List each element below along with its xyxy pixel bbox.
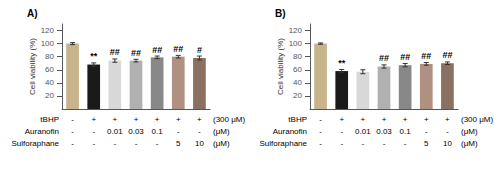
svg-text:-: -: [114, 139, 117, 148]
svg-text:-: -: [92, 127, 95, 136]
svg-text:Cell viability (%): Cell viability (%): [28, 38, 37, 95]
svg-text:+: +: [361, 115, 366, 124]
svg-text:##: ##: [173, 44, 183, 54]
svg-text:(μM): (μM): [213, 127, 230, 136]
svg-text:**: **: [338, 58, 346, 68]
svg-text:##: ##: [421, 51, 431, 61]
svg-text:##: ##: [152, 45, 162, 55]
svg-text:+: +: [197, 115, 202, 124]
svg-text:+: +: [113, 115, 118, 124]
svg-text:(μM): (μM): [461, 127, 478, 136]
svg-text:##: ##: [442, 50, 452, 60]
svg-text:40: 40: [45, 78, 54, 87]
svg-text:5: 5: [176, 139, 181, 148]
svg-text:+: +: [339, 115, 344, 124]
svg-text:-: -: [71, 115, 74, 124]
svg-text:Cell viability (%): Cell viability (%): [276, 38, 285, 95]
svg-text:-: -: [425, 127, 428, 136]
svg-text:+: +: [403, 115, 408, 124]
svg-text:(μM): (μM): [461, 139, 478, 148]
svg-text:60: 60: [45, 65, 54, 74]
svg-text:B): B): [275, 8, 286, 19]
svg-text:##: ##: [379, 53, 389, 63]
svg-text:-: -: [446, 127, 449, 136]
svg-text:-: -: [404, 139, 407, 148]
svg-text:##: ##: [400, 52, 410, 62]
svg-text:120: 120: [41, 26, 55, 35]
svg-text:-: -: [383, 139, 386, 148]
svg-text:A): A): [27, 8, 38, 19]
svg-text:Sulforaphane: Sulforaphane: [11, 139, 59, 148]
svg-text:0.1: 0.1: [400, 127, 412, 136]
svg-text:+: +: [134, 115, 139, 124]
svg-text:-: -: [92, 139, 95, 148]
svg-text:100: 100: [289, 39, 303, 48]
svg-text:100: 100: [41, 39, 55, 48]
svg-text:tBHP: tBHP: [288, 115, 307, 124]
svg-text:80: 80: [293, 52, 302, 61]
svg-text:120: 120: [289, 26, 303, 35]
svg-text:-: -: [319, 127, 322, 136]
svg-text:(μM): (μM): [213, 139, 230, 148]
svg-text:**: **: [90, 51, 98, 61]
svg-text:(300 μM): (300 μM): [461, 115, 494, 124]
svg-text:+: +: [445, 115, 450, 124]
svg-text:Sulforaphane: Sulforaphane: [259, 139, 307, 148]
svg-text:20: 20: [293, 91, 302, 100]
svg-text:-: -: [156, 139, 159, 148]
svg-text:0.03: 0.03: [376, 127, 392, 136]
svg-text:0.1: 0.1: [152, 127, 164, 136]
svg-text:##: ##: [131, 48, 141, 58]
svg-text:#: #: [197, 45, 202, 55]
svg-text:+: +: [91, 115, 96, 124]
svg-text:10: 10: [195, 139, 204, 148]
svg-text:40: 40: [293, 78, 302, 87]
svg-text:10: 10: [443, 139, 452, 148]
svg-text:-: -: [319, 139, 322, 148]
svg-text:-: -: [71, 139, 74, 148]
svg-text:##: ##: [110, 47, 120, 57]
svg-text:Auranofin: Auranofin: [25, 127, 59, 136]
svg-text:tBHP: tBHP: [40, 115, 59, 124]
svg-text:-: -: [340, 127, 343, 136]
svg-text:+: +: [155, 115, 160, 124]
svg-text:80: 80: [45, 52, 54, 61]
svg-text:-: -: [319, 115, 322, 124]
svg-text:5: 5: [424, 139, 429, 148]
svg-text:-: -: [177, 127, 180, 136]
svg-text:+: +: [424, 115, 429, 124]
svg-text:0.03: 0.03: [128, 127, 144, 136]
svg-text:+: +: [176, 115, 181, 124]
svg-text:+: +: [382, 115, 387, 124]
svg-text:-: -: [71, 127, 74, 136]
svg-text:-: -: [135, 139, 138, 148]
svg-text:60: 60: [293, 65, 302, 74]
svg-text:Auranofin: Auranofin: [273, 127, 307, 136]
svg-text:20: 20: [45, 91, 54, 100]
svg-text:-: -: [340, 139, 343, 148]
svg-text:0.01: 0.01: [355, 127, 371, 136]
svg-text:0.01: 0.01: [107, 127, 123, 136]
svg-text:-: -: [362, 139, 365, 148]
svg-text:-: -: [198, 127, 201, 136]
svg-text:(300 μM): (300 μM): [213, 115, 246, 124]
